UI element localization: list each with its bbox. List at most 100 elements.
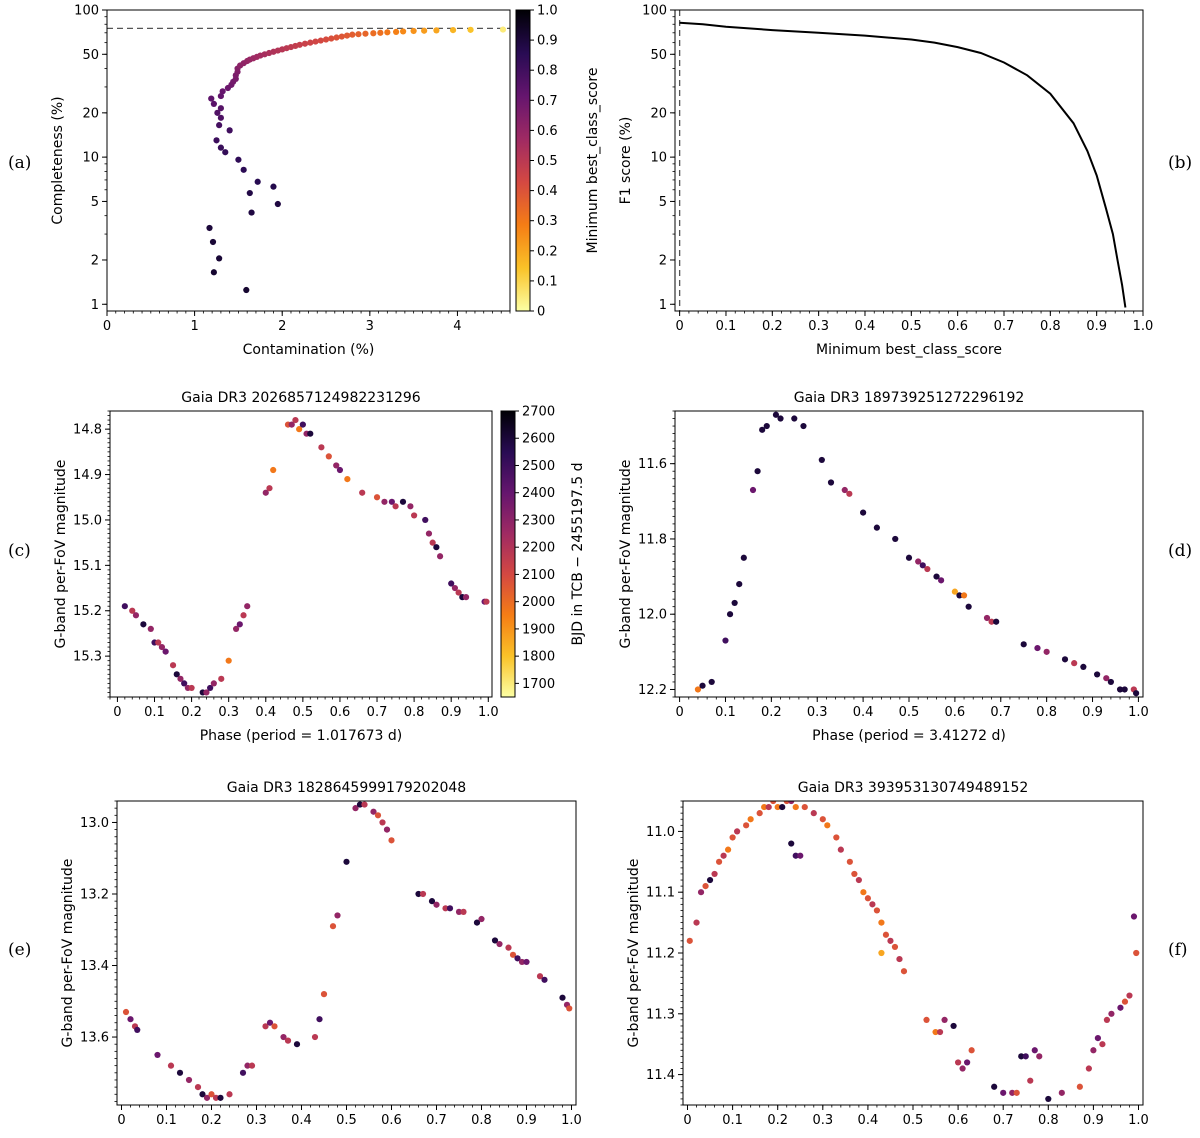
x-tick-label: 1.0 [1128, 1113, 1149, 1128]
data-point [284, 1037, 292, 1044]
data-point [225, 657, 232, 664]
data-point [442, 905, 449, 912]
data-point [968, 1047, 975, 1054]
data-point [240, 166, 247, 173]
data-point [473, 919, 481, 926]
data-point [140, 621, 147, 628]
data-point [983, 614, 991, 622]
data-point [959, 1065, 966, 1072]
data-point [1013, 1089, 1020, 1096]
data-point [203, 689, 210, 696]
data-point [941, 1016, 948, 1023]
data-point [222, 149, 229, 156]
data-point [731, 599, 738, 607]
data-point [1117, 1004, 1124, 1011]
x-tick-label: 0.7 [367, 705, 388, 720]
x-tick-label: 0.2 [181, 705, 202, 720]
y-tick-label: 11.1 [646, 886, 675, 901]
data-point [960, 592, 968, 599]
y-tick-label: 15.1 [73, 559, 102, 574]
y-tick-label: 50 [82, 48, 99, 63]
data-point [379, 819, 386, 826]
data-point [514, 955, 521, 962]
colorbar-tick-label: 0.9 [537, 34, 558, 49]
data-point [307, 39, 314, 46]
data-point [248, 209, 255, 216]
data-point [307, 430, 314, 437]
data-point [706, 876, 714, 884]
x-tick-label: 0.9 [1082, 705, 1103, 720]
data-point [374, 812, 382, 819]
data-point [938, 577, 945, 584]
data-point [352, 805, 359, 812]
x-tick-label: 0.1 [156, 1113, 177, 1128]
data-point [262, 489, 269, 496]
data-point [213, 137, 220, 144]
data-point [316, 1016, 323, 1023]
data-point [147, 625, 154, 633]
x-axis-label: Phase (period = 3.41272 d) [812, 728, 1006, 744]
data-point [905, 554, 913, 561]
data-point [167, 1062, 175, 1069]
data-point [134, 1026, 141, 1033]
panel-label: (c) [8, 541, 31, 561]
panel-label: (b) [1168, 153, 1192, 173]
data-point [410, 27, 417, 35]
x-tick-label: 0 [103, 319, 111, 334]
y-tick-label: 13.6 [80, 1031, 109, 1046]
data-point [964, 1059, 971, 1066]
chart-title: Gaia DR3 2026857124982231296 [181, 390, 421, 406]
x-tick-label: 0.7 [994, 319, 1015, 334]
x-tick-label: 0.5 [903, 1113, 924, 1128]
data-point [158, 643, 166, 651]
data-point [772, 411, 780, 418]
data-point [559, 994, 566, 1001]
data-point [343, 32, 351, 39]
y-tick-label: 5 [91, 195, 99, 210]
y-tick-label: 11.8 [638, 532, 667, 547]
colorbar-tick-label: 0.3 [537, 214, 558, 229]
data-point [377, 29, 384, 36]
panel-d: (d) Gaia DR3 189739251272296192 0 0.1 0.2 0.3… [618, 390, 1192, 744]
colorbar-tick-label: 0.5 [537, 154, 558, 169]
data-point [320, 991, 328, 998]
data-point [262, 1023, 269, 1030]
data-point [217, 105, 224, 112]
x-tick-label: 0.4 [291, 1113, 312, 1128]
data-point [792, 852, 799, 859]
data-point [206, 224, 213, 232]
data-point [243, 286, 250, 294]
x-tick-label: 0.5 [899, 705, 920, 720]
data-point [399, 498, 407, 505]
data-point [1126, 992, 1133, 999]
data-point [860, 509, 867, 516]
x-tick-label: 0.5 [336, 1113, 357, 1128]
data-point [788, 840, 795, 847]
y-tick-label: 100 [74, 4, 99, 19]
colorbar-tick-label: 2300 [522, 513, 555, 528]
data-point [1076, 1083, 1083, 1090]
panel-e: (e) Gaia DR3 1828645999179202048 0 0.1 0.2 0.… [8, 780, 582, 1138]
chart-title: Gaia DR3 393953130749489152 [798, 780, 1029, 796]
colorbar-tick-label: 2000 [522, 595, 555, 610]
x-tick-label: 0.3 [218, 705, 239, 720]
y-tick-label: 2 [91, 253, 99, 268]
colorbar-tick-label: 2200 [522, 541, 555, 556]
colorbar-tick-label: 0.6 [537, 124, 558, 139]
y-axis-label: F1 score (%) [618, 117, 634, 205]
data-point [381, 498, 388, 505]
data-point [212, 1094, 220, 1101]
plot-area [678, 10, 1127, 311]
data-point [954, 1059, 962, 1066]
data-point [293, 1041, 301, 1048]
data-point [194, 1084, 202, 1091]
data-point [1130, 913, 1138, 920]
x-tick-label: 0.2 [767, 1113, 788, 1128]
data-point [121, 603, 128, 610]
x-tick-label: 0.5 [293, 705, 314, 720]
data-point [244, 1062, 251, 1069]
data-point [951, 588, 958, 595]
data-point [248, 1062, 256, 1069]
data-point [1103, 675, 1110, 682]
data-point [792, 803, 799, 811]
